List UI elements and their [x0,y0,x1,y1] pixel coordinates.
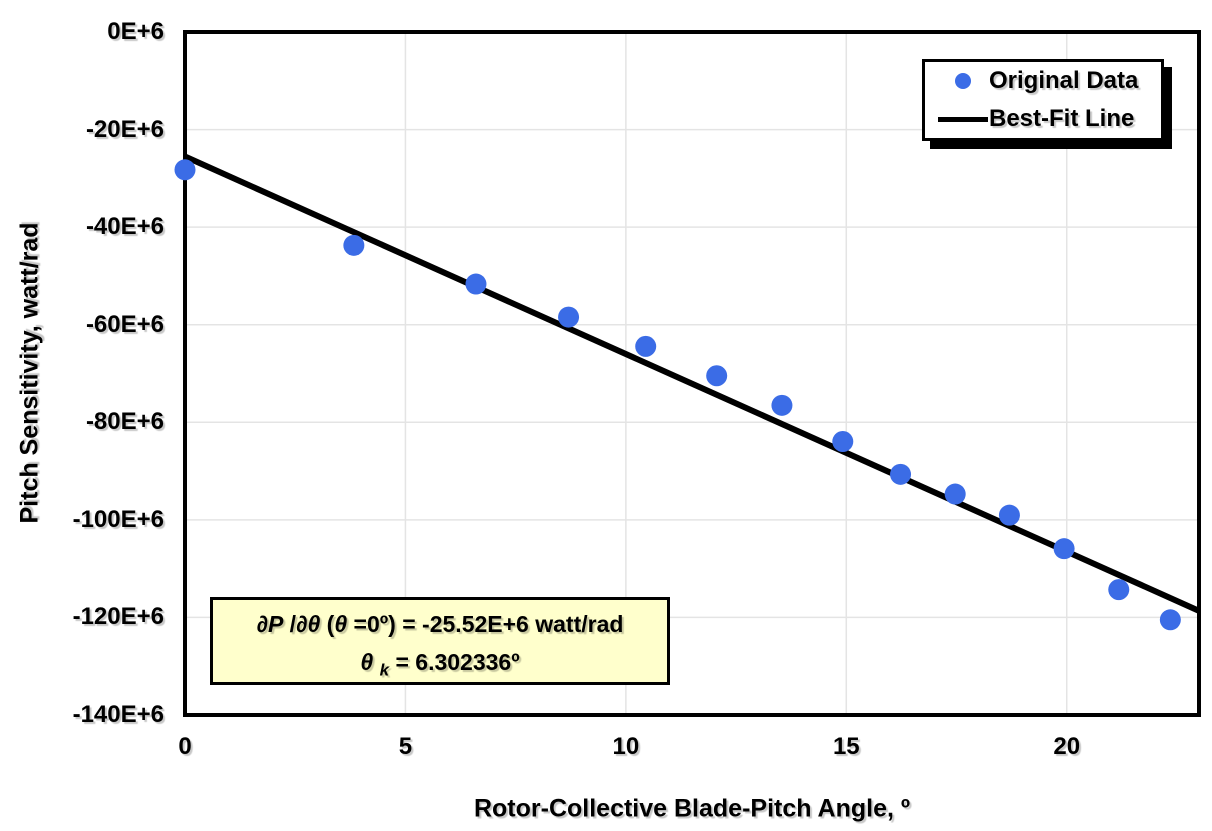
data-point [832,431,854,453]
y-tick-label: -80E+6 [85,408,164,436]
annotation-text-segment: ( [320,611,335,637]
data-point [635,335,657,357]
data-point [771,394,793,416]
data-point [174,159,196,181]
best-fit-line [183,153,1201,614]
annotation-box: ∂P /∂θ (θ =0º) = -25.52E+6 watt/rad θ k … [210,597,670,685]
x-axis-title: Rotor-Collective Blade-Pitch Angle, º [473,794,911,823]
legend-entry-label: Original Data [989,67,1139,94]
best-fit-line-group [183,153,1201,614]
x-tick-label: 0 [178,733,192,760]
line-marker-icon [937,116,988,122]
x-tick-label: 5 [398,733,413,760]
data-points-group [174,159,1181,631]
x-tick-label: 20 [1053,733,1081,760]
legend-marker-area [936,73,989,89]
data-point [1159,609,1181,631]
annotation-line1: ∂P /∂θ (θ =0º) = -25.52E+6 watt/rad [213,605,667,643]
y-tick-label: -120E+6 [72,603,164,631]
y-tick-label: 0E+6 [107,18,164,45]
annotation-text-segment: θ [360,649,374,675]
legend-marker-area [936,116,989,122]
y-tick-label: -140E+6 [72,701,164,728]
x-tick-label: 15 [832,733,860,760]
data-point [890,463,912,485]
data-point [944,483,966,505]
plot-border [183,30,1201,717]
annotation-text-segment: ∂P [256,611,284,637]
annotation-text-segment: / [283,611,297,637]
annotation-line2: θ k = 6.302336º [213,643,667,690]
legend-entry-original-data: Original Data [925,62,1161,100]
data-point [1053,538,1075,560]
data-point [706,365,728,387]
data-point [465,273,487,295]
data-point [1108,579,1130,601]
y-tick-label: -20E+6 [85,115,164,143]
legend-entry-best-fit-line: Best-Fit Line [925,100,1161,138]
annotation-text-segment: =0º) = -25.52E+6 watt/rad [347,611,624,637]
legend: Original Data Best-Fit Line [922,59,1164,141]
annotation-text-segment: θ [334,611,348,637]
legend-entry-label: Best-Fit Line [989,105,1135,132]
x-tick-label: 10 [612,733,640,760]
annotation-text-segment: k [379,660,390,680]
data-point [998,504,1020,526]
y-tick-label: -40E+6 [85,213,164,241]
data-point [343,234,365,256]
y-tick-label: -60E+6 [85,310,164,338]
scatter-marker-icon [954,73,971,89]
annotation-text-segment: = 6.302336º [389,649,520,675]
y-tick-label: -100E+6 [72,505,164,533]
y-axis-title: Pitch Sensitivity, watt/rad [15,222,44,524]
data-point [558,306,580,328]
annotation-text-segment: ∂θ [296,611,321,637]
